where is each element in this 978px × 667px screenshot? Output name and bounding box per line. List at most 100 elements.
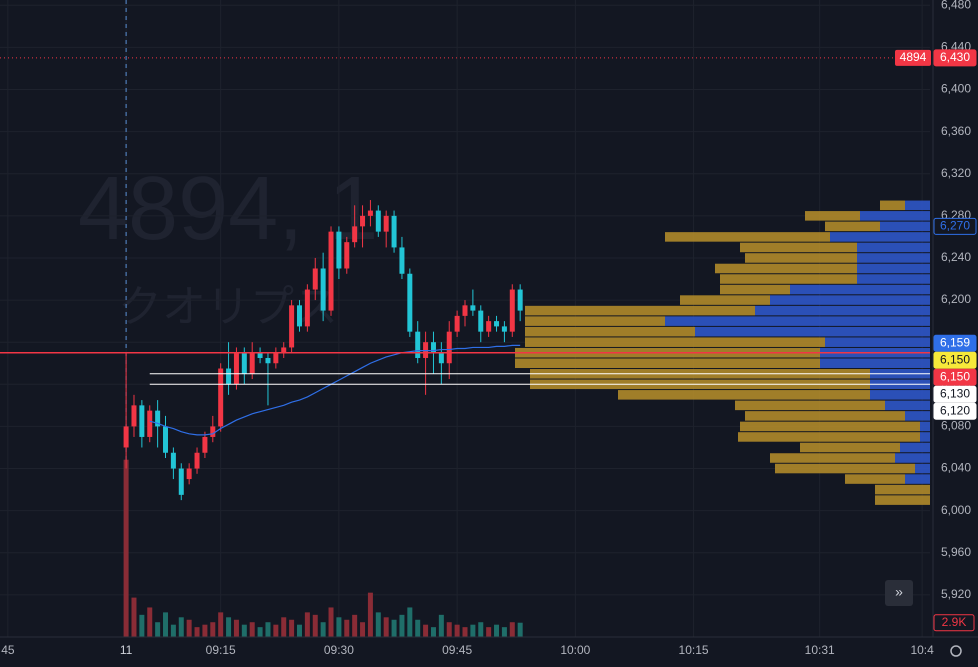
volume-bar [265,622,271,637]
y-tick-label: 6,360 [941,124,971,138]
candle-body [249,352,255,374]
y-tick-label: 6,040 [941,461,971,475]
profile-down [875,495,930,505]
candle-body [123,426,129,448]
volume-bar [186,619,192,637]
x-tick-label: 09:30 [324,643,354,657]
volume-bar [391,619,397,637]
candle-body [241,352,247,374]
volume-bar [446,622,452,637]
x-tick-label: 11 [120,643,133,657]
volume-bar [320,622,326,637]
profile-up [755,305,930,316]
candle-body [178,468,184,495]
volume-bar [131,597,137,637]
settings-icon[interactable] [950,645,962,657]
profile-down [680,295,770,305]
profile-down [525,337,825,347]
volume-bar [454,624,460,637]
candle-body [186,468,192,480]
candle-body [375,210,381,232]
candle-body [226,368,232,385]
profile-up [857,263,930,274]
candle-body [218,368,224,427]
candle-body [194,452,200,469]
x-tick-label: 09:15 [206,643,236,657]
candle-body [273,352,279,364]
volume-bar [509,622,515,637]
profile-down [720,284,790,295]
candle-body [415,331,421,358]
volume-bar [147,607,153,637]
profile-down [770,453,895,463]
profile-up [830,232,930,242]
volume-bar [517,622,523,637]
profile-down [618,390,870,400]
volume-bar [312,614,318,637]
candle-body [312,268,318,290]
volume-bar [430,627,436,637]
volume-bar [407,607,413,637]
price-tag [933,49,977,67]
profile-up [860,211,930,221]
volume-bar [170,624,176,637]
price-tag-label: 6,270 [940,219,970,233]
volume-bar [139,614,145,637]
volume-bar [470,624,476,637]
profile-down [720,274,857,284]
candle-body [289,305,295,348]
scroll-button[interactable] [885,580,913,606]
profile-up [920,421,930,432]
profile-down [740,242,857,253]
volume-bar [367,592,373,637]
profile-down [775,463,915,474]
candle-body [210,426,216,437]
candle-body [517,289,523,311]
profile-down [525,326,695,337]
profile-up [857,242,930,253]
y-tick-label: 5,960 [941,545,971,559]
candle-body [352,226,358,243]
candle-body [430,342,436,353]
volume-bar [352,614,358,637]
profile-up [695,326,930,337]
candle-body [257,352,263,358]
volume-tag [933,614,975,632]
volume-bar [202,624,208,637]
candle-body [438,352,444,364]
volume-bar [478,622,484,637]
profile-up [905,411,930,421]
price-tag-label: 6,130 [940,386,970,400]
candle-body [454,315,460,332]
candle-body [501,326,507,332]
profile-down [745,411,905,421]
price-tag-label: 6,150 [940,369,970,383]
price-tag [933,385,977,403]
profile-down [845,474,905,484]
profile-up [790,284,930,295]
candle-body [170,452,176,469]
profile-up [825,337,930,347]
candle-body [202,436,208,453]
scroll-icon[interactable]: » [895,584,903,600]
candle-body [131,405,137,427]
candle-body [360,215,366,227]
candle-body [399,247,405,274]
volume-bar [233,619,239,637]
candle-body [391,215,397,248]
volume-bar [494,624,500,637]
volume-bar [304,612,310,637]
x-tick-label: 10:00 [560,643,590,657]
candle-body [344,242,350,269]
price-tag [933,334,977,352]
y-tick-label: 6,200 [941,292,971,306]
y-tick-label: 6,480 [941,0,971,11]
profile-up [905,474,930,484]
volume-bar [486,627,492,637]
candle-body [328,231,334,311]
price-tag [933,351,977,369]
profile-down [525,305,755,316]
volume-bar [336,617,342,637]
volume-bar [249,622,255,637]
